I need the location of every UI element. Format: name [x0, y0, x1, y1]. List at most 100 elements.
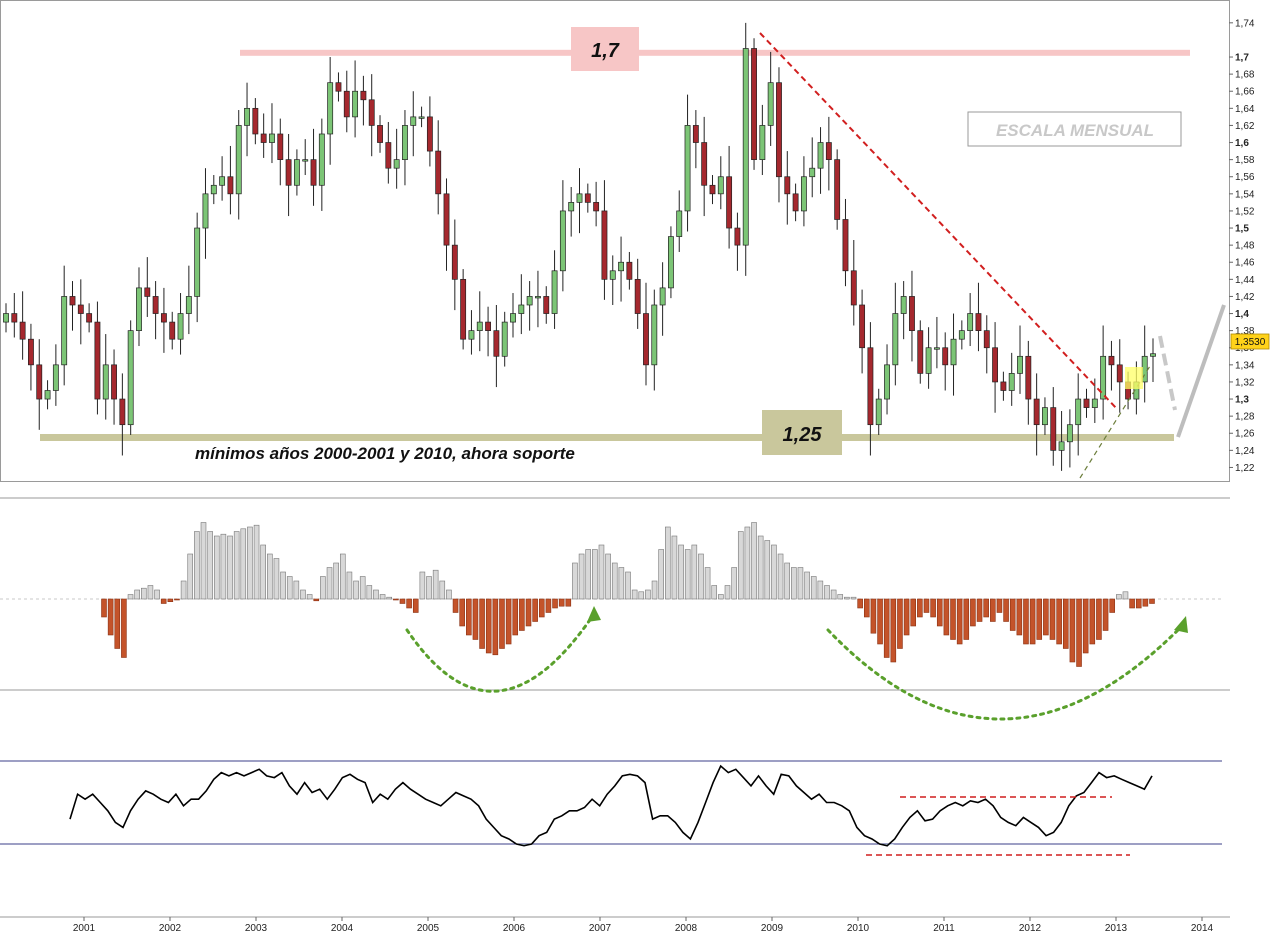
oscillator-bar — [154, 589, 160, 600]
oscillator-bar — [432, 569, 439, 600]
oscillator-bar — [101, 598, 107, 618]
candle-body — [127, 330, 134, 426]
oscillator-bar — [631, 589, 638, 600]
oscillator-bar — [393, 598, 399, 601]
candle-body — [909, 296, 915, 331]
candle-body — [510, 313, 516, 323]
oscillator-bar — [724, 585, 731, 600]
candle-body — [950, 338, 957, 366]
oscillator-bar — [1043, 598, 1049, 636]
oscillator-bar — [1149, 598, 1155, 604]
oscillator-bar — [426, 576, 432, 600]
oscillator-bar — [863, 598, 870, 618]
oscillator-bar — [452, 598, 459, 613]
candle-body — [551, 270, 558, 314]
candle-body — [850, 270, 857, 306]
x-tick-label: 2010 — [847, 923, 870, 934]
candle-body — [1050, 407, 1057, 451]
oscillator-bar — [286, 576, 293, 600]
candle-body — [701, 142, 708, 186]
oscillator-bar — [950, 598, 956, 640]
candle-body — [426, 116, 433, 152]
oscillator-bar — [1036, 598, 1043, 640]
oscillator-bar — [273, 558, 280, 600]
oscillator-bar — [207, 531, 213, 600]
oscillator-bar — [1076, 598, 1082, 667]
oscillator-bar — [180, 580, 187, 600]
candle-body — [559, 210, 566, 272]
candle-body — [676, 210, 683, 237]
x-tick-label: 2009 — [761, 923, 784, 934]
candle-body — [1025, 355, 1032, 400]
oscillator-bar — [220, 533, 227, 600]
candle-body — [859, 304, 866, 349]
oscillator-bar — [797, 567, 804, 600]
oscillator-bar — [684, 549, 691, 600]
oscillator-bar — [810, 576, 817, 600]
oscillator-bar — [870, 598, 877, 634]
oscillator-bar — [187, 553, 194, 600]
candle-body — [925, 347, 932, 374]
oscillator-bar — [1049, 598, 1056, 640]
candle-body — [568, 202, 575, 212]
oscillator-bar — [1023, 598, 1029, 645]
y-tick-label: 1,42 — [1235, 292, 1255, 303]
oscillator-line — [69, 764, 1153, 847]
downtrend-line — [759, 32, 1119, 411]
candle-body — [476, 321, 483, 331]
oscillator-bar — [917, 598, 923, 618]
candle-body — [1066, 424, 1073, 443]
candle-body — [742, 48, 749, 246]
oscillator-bar — [592, 549, 598, 600]
candle-body — [501, 321, 508, 357]
candle-body — [1033, 398, 1040, 426]
candle-body — [643, 313, 649, 366]
candle-body — [1058, 441, 1065, 451]
oscillator-bar — [1062, 598, 1069, 649]
resistance-band — [240, 49, 1190, 56]
x-tick-label: 2005 — [417, 923, 440, 934]
candle-body — [194, 227, 201, 297]
oscillator-bar — [1096, 598, 1102, 640]
candle-body — [410, 116, 417, 126]
oscillator-bar — [174, 598, 180, 601]
candle-body — [327, 82, 334, 135]
candle-body — [800, 176, 807, 212]
oscillator-bar — [353, 580, 359, 600]
candle-body — [202, 193, 209, 229]
candle-body — [335, 82, 342, 92]
y-tick-label: 1,44 — [1235, 275, 1255, 286]
oscillator-bar — [227, 535, 233, 600]
candle-body — [77, 304, 84, 314]
candle-body — [900, 296, 907, 314]
oscillator-bar — [791, 567, 797, 600]
oscillator-bar — [572, 562, 578, 600]
y-tick-label: 1,58 — [1235, 155, 1255, 166]
oscillator-bar — [485, 598, 492, 654]
candle-body — [111, 364, 117, 400]
candle-body — [160, 313, 167, 323]
candle-body — [593, 202, 600, 212]
y-tick-label: 1,68 — [1235, 70, 1255, 81]
oscillator-bar — [267, 553, 273, 600]
candle-body — [293, 159, 300, 186]
oscillator-bar — [804, 571, 810, 600]
oscillator-bar — [704, 567, 711, 600]
candle-body — [318, 133, 325, 186]
oscillator-bar — [711, 585, 718, 600]
oscillator-bar — [1029, 598, 1036, 645]
projection-solid-line — [1176, 304, 1226, 438]
y-tick-label: 1,28 — [1235, 412, 1255, 423]
oscillator-bar — [936, 598, 943, 627]
candle-body — [235, 125, 242, 195]
y-tick-label: 1,5 — [1235, 224, 1249, 235]
oscillator-bar — [877, 598, 883, 645]
candle-body — [784, 176, 791, 195]
candle-body — [817, 142, 824, 169]
oscillator-bar — [472, 598, 479, 640]
candle-body — [302, 159, 309, 162]
candle-body — [958, 330, 965, 340]
oscillator-bar — [300, 589, 306, 600]
x-tick-label: 2002 — [159, 923, 182, 934]
oscillator-bar — [141, 587, 147, 600]
